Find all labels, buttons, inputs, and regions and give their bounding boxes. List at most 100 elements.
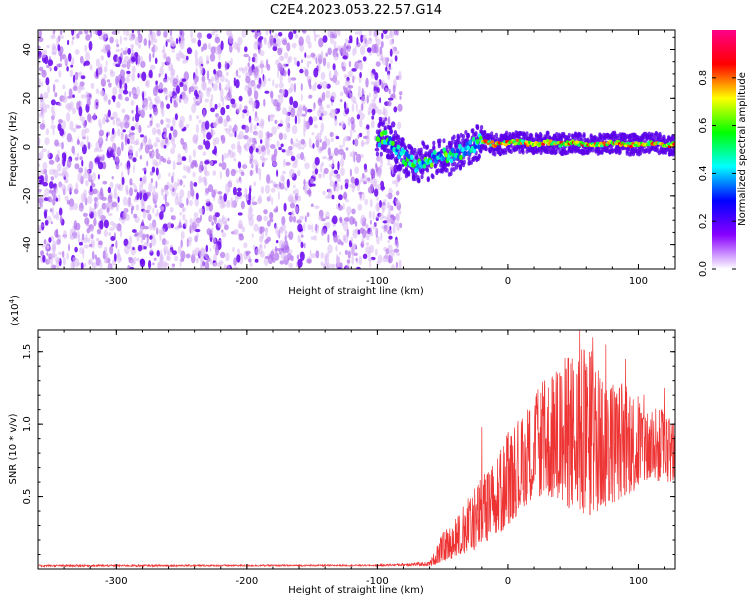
noise-speckle	[205, 199, 210, 204]
noise-speckle	[310, 236, 315, 240]
noise-speckle	[297, 169, 301, 177]
signal-core	[459, 154, 463, 160]
noise-speckle	[160, 206, 165, 212]
noise-speckle	[227, 179, 233, 188]
noise-speckle	[364, 198, 368, 206]
noise-speckle	[203, 176, 207, 183]
noise-speckle	[72, 107, 76, 115]
noise-speckle	[225, 84, 228, 91]
noise-speckle	[238, 145, 242, 156]
noise-speckle	[320, 50, 324, 60]
noise-speckle	[165, 240, 169, 245]
signal-halo	[467, 156, 471, 162]
noise-speckle	[271, 126, 277, 135]
noise-speckle	[232, 186, 237, 196]
noise-speckle	[361, 87, 364, 97]
noise-speckle	[71, 30, 75, 36]
noise-speckle	[349, 216, 355, 225]
noise-speckle	[57, 251, 63, 255]
noise-speckle	[270, 187, 276, 193]
noise-speckle	[50, 176, 54, 181]
noise-speckle	[53, 168, 56, 174]
noise-speckle	[327, 187, 333, 194]
noise-speckle	[66, 199, 71, 205]
noise-speckle	[294, 206, 299, 214]
noise-speckle	[53, 30, 56, 35]
noise-speckle	[263, 157, 268, 161]
noise-speckle	[195, 123, 199, 134]
noise-speckle	[136, 86, 140, 97]
noise-speckle	[108, 212, 113, 217]
noise-speckle	[115, 101, 121, 109]
noise-speckle	[167, 76, 170, 81]
noise-speckle	[267, 77, 271, 82]
noise-speckle	[290, 77, 297, 81]
noise-speckle	[345, 38, 349, 45]
noise-speckle	[139, 190, 143, 201]
noise-speckle	[151, 127, 157, 136]
noise-speckle	[180, 36, 185, 45]
noise-speckle	[296, 112, 301, 118]
noise-speckle	[259, 172, 262, 181]
noise-speckle	[266, 131, 270, 139]
noise-speckle	[340, 167, 345, 176]
noise-speckle	[58, 70, 62, 78]
noise-speckle	[67, 39, 70, 46]
noise-speckle	[224, 60, 228, 71]
noise-speckle	[98, 129, 105, 137]
noise-speckle	[375, 38, 381, 46]
noise-speckle	[85, 179, 89, 187]
colorbar: 0.00.20.40.60.8 Normalized spectral ampl…	[698, 30, 748, 277]
noise-speckle	[225, 78, 228, 83]
noise-speckle	[292, 199, 297, 204]
noise-speckle	[322, 190, 326, 196]
noise-speckle	[210, 160, 213, 166]
noise-speckle	[335, 136, 340, 140]
noise-speckle	[47, 260, 51, 264]
noise-speckle	[69, 205, 74, 211]
noise-speckle	[310, 253, 316, 259]
noise-speckle	[151, 166, 156, 173]
noise-speckle	[381, 82, 384, 89]
noise-speckle	[125, 76, 130, 84]
noise-speckle	[221, 203, 227, 208]
signal-halo	[457, 136, 461, 142]
noise-speckle	[361, 236, 365, 245]
noise-speckle	[155, 80, 158, 85]
noise-speckle	[157, 129, 162, 136]
signal-halo	[525, 131, 529, 137]
noise-speckle	[290, 155, 296, 161]
noise-speckle	[86, 98, 91, 107]
noise-speckle	[112, 111, 118, 119]
noise-speckle	[192, 171, 196, 178]
noise-speckle	[110, 236, 116, 241]
noise-speckle	[380, 40, 384, 49]
noise-speckle	[382, 201, 386, 206]
noise-speckle	[38, 55, 41, 60]
noise-speckle	[271, 197, 274, 206]
noise-speckle	[76, 125, 82, 129]
noise-speckle	[333, 40, 337, 50]
noise-speckle	[278, 132, 284, 141]
noise-speckle	[62, 250, 65, 258]
noise-speckle	[109, 221, 115, 226]
noise-speckle	[170, 215, 174, 220]
noise-speckle	[155, 136, 160, 143]
noise-speckle	[109, 70, 116, 78]
x-tick-label: -100	[366, 576, 389, 587]
noise-speckle	[310, 52, 316, 58]
signal-halo	[653, 136, 657, 142]
noise-speckle	[343, 237, 346, 242]
noise-speckle	[54, 92, 58, 98]
noise-speckle	[357, 91, 361, 98]
noise-speckle	[325, 221, 331, 229]
signal-halo	[413, 176, 417, 182]
noise-speckle	[50, 99, 56, 106]
noise-speckle	[164, 137, 169, 144]
noise-speckle	[284, 235, 287, 241]
noise-speckle	[308, 138, 312, 148]
noise-speckle	[373, 43, 379, 54]
noise-speckle	[49, 181, 54, 189]
signal-core	[576, 140, 580, 144]
colorbar-tick-label: 0.2	[698, 213, 709, 229]
